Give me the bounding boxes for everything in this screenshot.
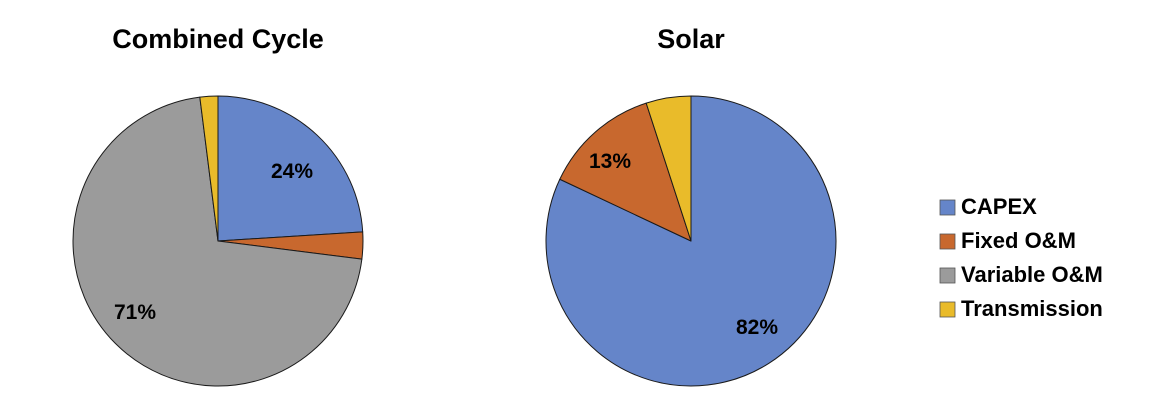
chart-title-combined-cycle: Combined Cycle (112, 24, 324, 54)
legend-swatch-capex (939, 199, 956, 216)
pie-slice-variable-om (72, 96, 363, 387)
pie-slice-capex (217, 95, 364, 242)
legend-label-transmission: Transmission (961, 296, 1103, 321)
slice-label-capex: 82% (736, 316, 778, 339)
legend-swatch-variable-om (939, 267, 956, 284)
legend-swatch-transmission (939, 301, 956, 318)
pie-slice-transmission (645, 95, 692, 242)
slice-label-variable-om: 71% (114, 301, 156, 324)
combined-cycle-slice-labels: 24% 71% (114, 160, 313, 324)
combined-cycle-pie-chart: Combined Cycle 24% 71% (72, 24, 364, 387)
legend-label-variable-om: Variable O&M (961, 262, 1103, 287)
legend: CAPEX Fixed O&M Variable O&M Transmissio… (939, 194, 1103, 321)
legend-label-fixed-om: Fixed O&M (961, 228, 1076, 253)
solar-pie-chart: Solar 82% 13% (545, 24, 837, 387)
slice-label-capex: 24% (271, 160, 313, 183)
legend-item-transmission: Transmission (939, 296, 1103, 321)
legend-item-fixed-om: Fixed O&M (939, 228, 1076, 253)
solar-slice-labels: 82% 13% (589, 150, 778, 339)
legend-label-capex: CAPEX (961, 194, 1037, 219)
legend-item-variable-om: Variable O&M (939, 262, 1103, 287)
pie-slice-fixed-om (559, 102, 692, 242)
slice-label-fixed-om: 13% (589, 150, 631, 173)
solar-slices (545, 95, 837, 387)
legend-swatch-fixed-om (939, 233, 956, 250)
legend-item-capex: CAPEX (939, 194, 1037, 219)
combined-cycle-slices (72, 95, 364, 387)
pie-slice-transmission (199, 95, 219, 242)
chart-title-solar: Solar (657, 24, 725, 54)
